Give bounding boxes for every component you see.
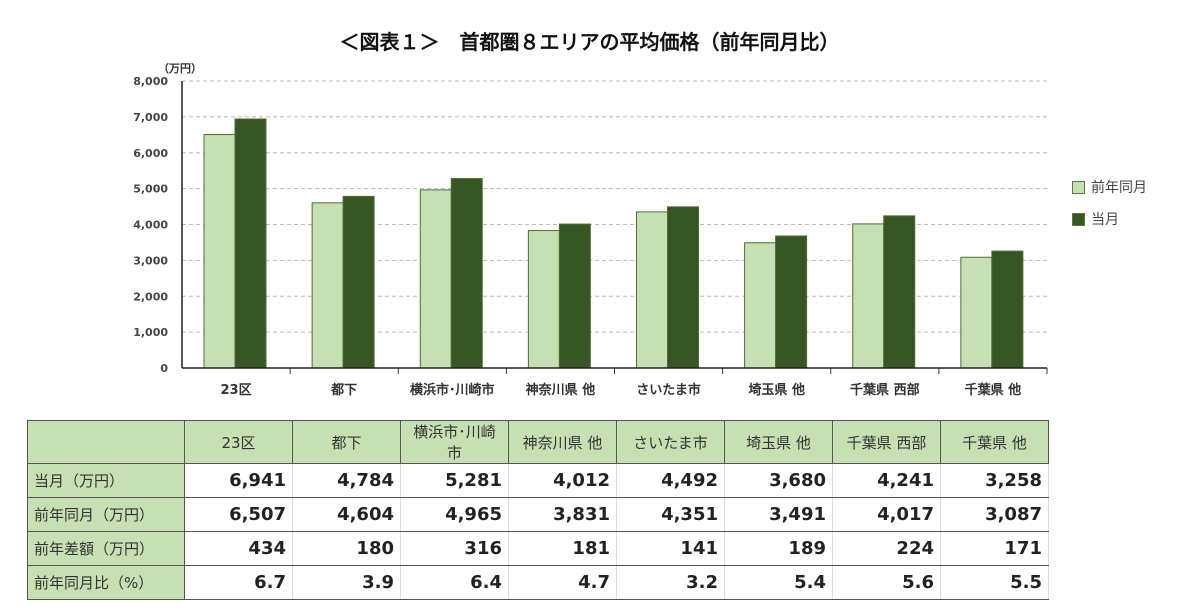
table-cell: 434 xyxy=(184,531,293,566)
column-header: 神奈川県 他 xyxy=(508,420,617,464)
table-cell: 180 xyxy=(292,531,401,566)
table-cell: 3,831 xyxy=(508,497,617,532)
table-cell: 5.4 xyxy=(724,565,833,600)
bar-prev xyxy=(527,230,560,369)
y-tick-label: 0 xyxy=(160,362,168,375)
table-cell: 4,604 xyxy=(292,497,401,532)
y-tick-label: 5,000 xyxy=(133,183,168,196)
table-cell: 3,491 xyxy=(724,497,833,532)
column-header: 23区 xyxy=(184,420,293,464)
table-cell: 141 xyxy=(616,531,725,566)
column-header: 千葉県 西部 xyxy=(832,420,941,464)
column-header: 都下 xyxy=(292,420,401,464)
x-tick-label: 千葉県 西部 xyxy=(850,382,920,398)
table-cell: 4,241 xyxy=(832,463,941,498)
x-tick-label: 横浜市･川崎市 xyxy=(410,382,495,398)
x-tick-label: 神奈川県 他 xyxy=(526,382,596,398)
table-cell: 3,680 xyxy=(724,463,833,498)
y-axis-unit: （万円） xyxy=(158,62,202,75)
column-header: 埼玉県 他 xyxy=(724,420,833,464)
table-cell: 6.7 xyxy=(184,565,293,600)
table-row: 前年同月比（%） 6.7 3.9 6.4 4.7 3.2 5.4 5.6 5.5 xyxy=(27,565,1049,600)
table-cell: 224 xyxy=(832,531,941,566)
y-tick-label: 8,000 xyxy=(133,75,168,88)
bar-current xyxy=(667,206,699,369)
bar-current xyxy=(450,178,483,369)
table-cell: 4,492 xyxy=(616,463,725,498)
table-cell: 5.5 xyxy=(940,565,1049,600)
table-cell: 4,351 xyxy=(616,497,725,532)
chart-title: ＜図表１＞ 首都圏８エリアの平均価格（前年同月比） xyxy=(339,30,840,54)
table-header-row: 23区 都下 横浜市･川崎市 神奈川県 他さいたま市 埼玉県 他千葉県 西部 千葉県 他 xyxy=(27,420,1049,464)
data-table: 23区 都下 横浜市･川崎市 神奈川県 他さいたま市 埼玉県 他千葉県 西部 千葉県 他 … xyxy=(27,420,1049,600)
table-cell: 4,012 xyxy=(508,463,617,498)
legend-label: 当月 xyxy=(1091,212,1119,228)
legend-swatch xyxy=(1072,180,1085,194)
table-cell: 3.2 xyxy=(616,565,725,600)
y-tick-label: 3,000 xyxy=(133,254,168,267)
bar-prev xyxy=(852,223,885,369)
legend-swatch xyxy=(1072,212,1085,226)
legend-item-current: 当月 xyxy=(1072,209,1119,229)
x-tick-label: 千葉県 他 xyxy=(965,382,1022,398)
column-header: さいたま市 xyxy=(616,420,725,464)
bar-prev xyxy=(636,211,668,369)
table-cell: 4,017 xyxy=(832,497,941,532)
y-tick-label: 6,000 xyxy=(133,147,168,160)
bar-prev xyxy=(960,256,993,369)
table-corner xyxy=(27,420,185,464)
bar-prev xyxy=(311,202,344,369)
y-tick-label: 2,000 xyxy=(133,290,168,303)
table-row: 前年同月（万円） 6,507 4,604 4,965 3,831 4,351 3,491 4,… xyxy=(27,497,1049,532)
row-header: 前年同月比（%） xyxy=(27,565,185,600)
row-header: 当月（万円） xyxy=(27,463,185,498)
table-cell: 189 xyxy=(724,531,833,566)
y-tick-label: 1,000 xyxy=(133,326,168,339)
bar-prev xyxy=(744,242,777,369)
bar-prev xyxy=(419,189,452,369)
x-tick-label: 埼玉県 他 xyxy=(748,382,805,398)
x-tick-label: 都下 xyxy=(330,382,357,398)
bar-chart: 0 1,000 2,000 3,000 4,000 5,000 6,000 7,000 8,00… xyxy=(133,62,1048,398)
legend-label: 前年同月 xyxy=(1091,180,1147,196)
table-cell: 3,087 xyxy=(940,497,1049,532)
table-cell: 4.7 xyxy=(508,565,617,600)
bar-current xyxy=(775,235,808,369)
table-cell: 4,965 xyxy=(400,497,509,532)
table-cell: 4,784 xyxy=(292,463,401,498)
column-header: 千葉県 他 xyxy=(940,420,1049,464)
table-cell: 181 xyxy=(508,531,617,566)
bar-current xyxy=(991,250,1024,369)
table-cell: 5,281 xyxy=(400,463,509,498)
row-header: 前年差額（万円） xyxy=(27,531,185,566)
table-row: 前年差額（万円） 434 180 316 181 141 189 224 171 xyxy=(27,531,1049,566)
table-cell: 316 xyxy=(400,531,509,566)
row-header: 前年同月（万円） xyxy=(27,497,185,532)
table-cell: 171 xyxy=(940,531,1049,566)
x-tick-label: 23区 xyxy=(221,383,252,398)
table-cell: 6,507 xyxy=(184,497,293,532)
x-tick-label: さいたま市 xyxy=(636,382,701,398)
table-cell: 6,941 xyxy=(184,463,293,498)
table-row: 当月（万円） 6,941 4,784 5,281 4,012 4,492 3,680 4,24… xyxy=(27,463,1049,498)
y-tick-label: 4,000 xyxy=(133,219,168,232)
table-cell: 3.9 xyxy=(292,565,401,600)
table-cell: 5.6 xyxy=(832,565,941,600)
legend-item-prev: 前年同月 xyxy=(1072,177,1147,197)
table-cell: 6.4 xyxy=(400,565,509,600)
bar-prev xyxy=(203,134,236,369)
bar-current xyxy=(342,195,375,369)
bar-current xyxy=(558,223,591,369)
bar-current xyxy=(234,118,267,369)
bar-current xyxy=(883,215,916,369)
y-tick-label: 7,000 xyxy=(133,111,168,124)
table-cell: 3,258 xyxy=(940,463,1049,498)
column-header: 横浜市･川崎市 xyxy=(400,420,509,464)
